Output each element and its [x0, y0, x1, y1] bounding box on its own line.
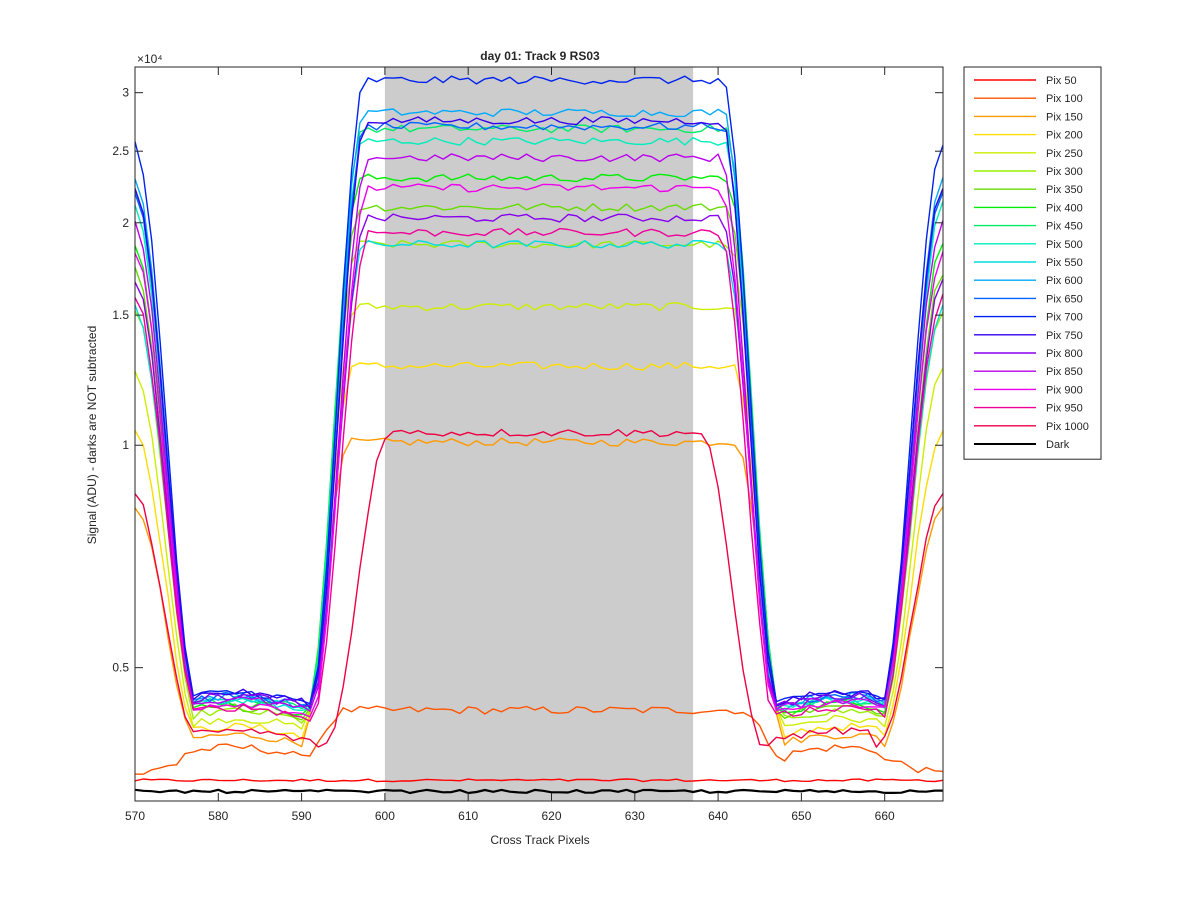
legend-entry: Pix 850	[1046, 366, 1083, 378]
series-line-pix-750	[135, 116, 943, 709]
y-axis-label: Signal (ADU) - darks are NOT subtracted	[85, 326, 99, 545]
y-tick-label: 2.5	[112, 144, 129, 158]
legend-entry: Pix 600	[1046, 275, 1083, 287]
y-tick-label: 0.5	[112, 661, 129, 675]
legend-entry: Pix 250	[1046, 148, 1083, 160]
legend-box	[963, 66, 1102, 460]
y-tick-label: 1	[122, 438, 129, 452]
series-line-pix-850	[135, 153, 943, 712]
series-line-pix-900	[135, 183, 943, 718]
x-tick-label: 620	[541, 809, 561, 823]
x-tick-label: 650	[791, 809, 811, 823]
legend-entry: Pix 500	[1046, 239, 1083, 251]
legend-entry: Pix 700	[1046, 312, 1083, 324]
axes-box	[134, 66, 944, 802]
legend-entry: Pix 950	[1046, 403, 1083, 415]
series-line-pix-1000	[135, 428, 943, 748]
x-axis-ticks: 570 580 590 600 610 620 630 640 650 660	[125, 67, 895, 823]
x-tick-label: 630	[625, 809, 645, 823]
series-line-pix-950	[135, 227, 943, 722]
x-tick-label: 640	[708, 809, 728, 823]
legend-entry: Pix 1000	[1046, 421, 1089, 433]
series-line-pix-100	[135, 705, 943, 775]
legend-entry: Pix 400	[1046, 202, 1083, 214]
x-tick-label: 570	[125, 809, 145, 823]
legend-entry: Pix 750	[1046, 330, 1083, 342]
series-line-pix-550	[135, 239, 943, 711]
plot-area	[134, 66, 944, 802]
series-line-pix-150	[135, 437, 943, 748]
legend-entry: Pix 800	[1046, 348, 1083, 360]
y-tick-label: 3	[122, 86, 129, 100]
legend-entry: Pix 100	[1046, 93, 1083, 105]
legend-entry: Dark	[1046, 439, 1070, 451]
legend-entry: Pix 150	[1046, 111, 1083, 123]
series-line-pix-50	[135, 778, 943, 783]
series-line-pix-650	[135, 121, 943, 707]
x-tick-label: 590	[292, 809, 312, 823]
x-tick-label: 600	[375, 809, 395, 823]
series-line-pix-600	[135, 108, 943, 711]
series-lines	[135, 75, 943, 795]
x-tick-label: 580	[208, 809, 228, 823]
x-tick-label: 610	[458, 809, 478, 823]
chart-title: day 01: Track 9 RS03	[480, 49, 600, 63]
y-axis-exponent-label: ×10⁴	[137, 52, 163, 66]
legend-entry: Pix 200	[1046, 130, 1083, 142]
legend-entry: Pix 450	[1046, 221, 1083, 233]
x-axis-label: Cross Track Pixels	[490, 833, 589, 847]
legend-entry: Pix 300	[1046, 166, 1083, 178]
series-line-pix-800	[135, 213, 943, 707]
legend-entry: Pix 50	[1046, 75, 1077, 87]
y-tick-label: 2	[122, 216, 129, 230]
y-tick-label: 1.5	[112, 308, 129, 322]
legend-entry: Pix 650	[1046, 293, 1083, 305]
legend-entry: Pix 550	[1046, 257, 1083, 269]
legend: Pix 50 Pix 100 Pix 150 Pix 200 Pix 250 Pix 30…	[963, 66, 1102, 460]
y-axis-ticks: 0.5 1 1.5 2 2.5 3	[112, 86, 943, 675]
legend-entry: Pix 900	[1046, 384, 1083, 396]
series-line-dark	[135, 788, 943, 795]
x-tick-label: 660	[875, 809, 895, 823]
legend-entry: Pix 350	[1046, 184, 1083, 196]
series-line-pix-250	[135, 302, 943, 730]
